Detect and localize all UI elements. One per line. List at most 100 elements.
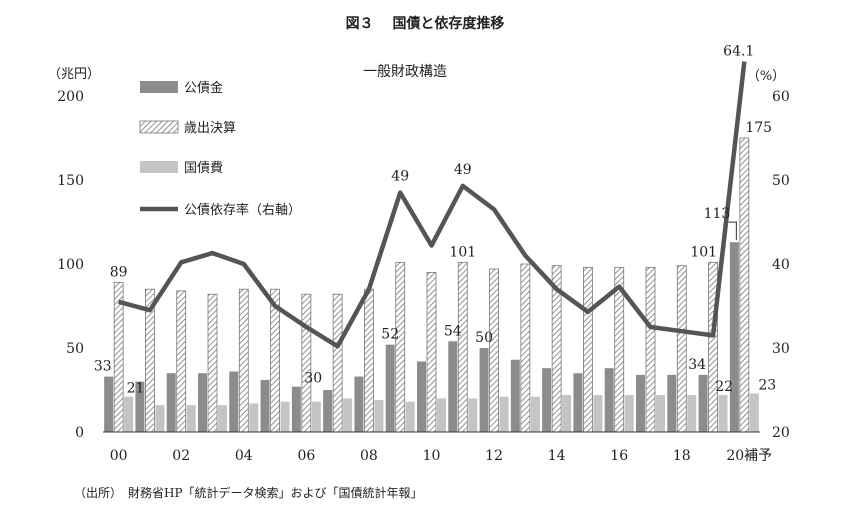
x-axis-ticks: 00 02 04 06 08 10 12 14 16 18 20補予 bbox=[110, 448, 772, 464]
data-label: 50 bbox=[475, 330, 493, 346]
legend-swatch bbox=[140, 161, 178, 173]
kousaikin-bar bbox=[198, 373, 207, 432]
right-axis-ticks: 20 30 40 50 60 bbox=[772, 89, 790, 441]
legend-swatch bbox=[140, 81, 178, 93]
saishutsu-bar bbox=[489, 268, 499, 433]
kokusaihi-bar bbox=[437, 398, 446, 432]
data-label: 175 bbox=[745, 120, 772, 136]
kousaikin-bar bbox=[104, 376, 114, 432]
data-label: 21 bbox=[127, 381, 145, 397]
right-tick-label: 60 bbox=[772, 89, 790, 105]
kousaikin-bar bbox=[354, 376, 364, 432]
left-tick-label: 100 bbox=[57, 257, 84, 273]
figure-title-text: 国債と依存度推移 bbox=[392, 15, 504, 32]
kokusaihi-bar bbox=[562, 395, 572, 432]
saishutsu-bar bbox=[676, 265, 687, 433]
right-tick-label: 40 bbox=[772, 257, 790, 273]
line-series bbox=[118, 61, 747, 349]
data-label: 33 bbox=[94, 359, 112, 375]
legend-label: 国債費 bbox=[184, 161, 223, 176]
kousaikin-bar bbox=[385, 344, 395, 432]
left-tick-label: 150 bbox=[57, 173, 84, 189]
saishutsu-bar bbox=[238, 288, 249, 433]
x-tick-label: 00 bbox=[110, 448, 128, 464]
data-label: 89 bbox=[110, 264, 128, 280]
x-tick-label: 02 bbox=[172, 448, 190, 464]
data-label: 64.1 bbox=[723, 44, 754, 60]
data-label: 30 bbox=[304, 371, 322, 387]
saishutsu-bar bbox=[645, 266, 656, 433]
kousaikin-bar bbox=[323, 390, 333, 432]
x-tick-label: 06 bbox=[297, 448, 315, 464]
saishutsu-bar bbox=[176, 290, 187, 433]
kousaikin-bar bbox=[166, 373, 176, 432]
kousaikin-bar bbox=[729, 242, 739, 432]
figure-label: 図３ bbox=[346, 16, 374, 32]
x-tick-label: 08 bbox=[360, 448, 378, 464]
kokusaihi-bar bbox=[155, 405, 165, 432]
x-tick-label: 04 bbox=[235, 448, 253, 464]
saishutsu-bar bbox=[332, 293, 343, 433]
kokusaihi-bar bbox=[218, 405, 227, 432]
right-tick-label: 30 bbox=[772, 341, 790, 357]
legend-label: 歳出決算 bbox=[184, 121, 236, 136]
kokusaihi-bar bbox=[343, 398, 353, 432]
saishutsu-bar bbox=[708, 261, 718, 433]
kousaikin-bar bbox=[417, 361, 426, 432]
kousaikin-bar bbox=[573, 373, 583, 432]
kokusaihi-bar bbox=[124, 396, 134, 432]
source-note: （出所） 財務省HP「統計データ検索」および「国債統計年報」 bbox=[74, 485, 423, 500]
kousaikin-bar bbox=[604, 368, 614, 432]
data-label: 22 bbox=[715, 379, 733, 395]
kokusaihi-bar bbox=[311, 401, 321, 432]
kousaikin-bar bbox=[542, 368, 552, 432]
x-tick-label: 18 bbox=[673, 448, 691, 464]
saishutsu-bar bbox=[301, 293, 312, 433]
kokusaihi-bar bbox=[186, 405, 196, 432]
x-tick-label: 20補予 bbox=[726, 448, 772, 464]
right-tick-label: 50 bbox=[772, 173, 790, 189]
leader-line bbox=[728, 221, 737, 241]
data-label: 34 bbox=[688, 357, 706, 373]
kousaikin-bar bbox=[667, 374, 677, 432]
saishutsu-bar bbox=[207, 293, 218, 433]
kousaikin-bar bbox=[291, 386, 301, 432]
kokusaihi-bar bbox=[280, 401, 290, 432]
bar-series bbox=[104, 137, 759, 433]
saishutsu-bar bbox=[364, 288, 374, 433]
saishutsu-bar bbox=[426, 271, 437, 433]
kokusaihi-bar bbox=[499, 396, 509, 432]
kousaikin-bar bbox=[479, 348, 489, 432]
kokusaihi-bar bbox=[718, 395, 728, 432]
legend-label: 公債金 bbox=[184, 80, 223, 96]
left-tick-label: 50 bbox=[66, 341, 84, 357]
x-tick-label: 16 bbox=[610, 448, 628, 464]
legend-label: 公債依存率（右軸） bbox=[184, 202, 301, 218]
right-axis-unit: （%） bbox=[747, 69, 785, 84]
kousaikin-bar bbox=[636, 374, 645, 432]
saishutsu-bar bbox=[739, 137, 750, 433]
kousaikin-bar bbox=[135, 381, 145, 432]
data-label: 23 bbox=[758, 377, 776, 393]
kokusaihi-bar bbox=[593, 395, 603, 432]
kokusaihi-bar bbox=[405, 401, 415, 432]
kousaikin-bar bbox=[260, 379, 270, 432]
kokusaihi-bar bbox=[656, 395, 665, 432]
kokusaihi-bar bbox=[749, 393, 759, 432]
kousaikin-bar bbox=[229, 371, 239, 432]
data-label: 113 bbox=[704, 206, 731, 222]
dependency-ratio-line bbox=[118, 61, 747, 349]
data-label: 52 bbox=[381, 327, 399, 343]
x-tick-label: 12 bbox=[485, 448, 503, 464]
saishutsu-bar bbox=[583, 266, 593, 433]
saishutsu-bar bbox=[395, 261, 406, 433]
kousaikin-bar bbox=[698, 374, 708, 432]
left-tick-label: 200 bbox=[57, 89, 84, 105]
chart-subtitle: 一般財政構造 bbox=[363, 64, 447, 80]
left-axis-ticks: 0 50 100 150 200 bbox=[57, 89, 84, 441]
kokusaihi-bar bbox=[530, 396, 540, 432]
legend-swatch bbox=[139, 120, 179, 134]
data-label: 101 bbox=[690, 244, 717, 260]
